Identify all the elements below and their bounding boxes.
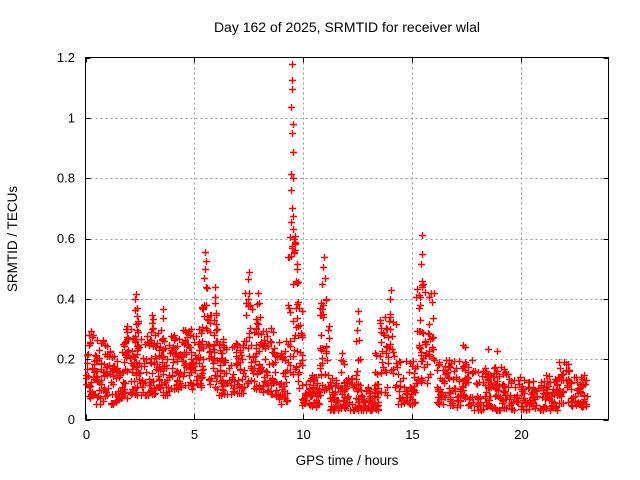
y-axis-label: SRMTID / TECUs (5, 186, 20, 293)
y-tick-label: 1 (68, 110, 75, 125)
x-axis-label: GPS time / hours (296, 453, 399, 468)
x-tick-label: 5 (191, 427, 198, 442)
x-tick-label: 15 (405, 427, 419, 442)
y-tick-label: 0.6 (57, 231, 75, 246)
plot-border (85, 57, 609, 420)
data-points (83, 61, 591, 414)
x-tick-label: 10 (296, 427, 310, 442)
y-tick-label: 0 (68, 412, 75, 427)
axis-ticks (85, 57, 609, 421)
y-tick-label: 1.2 (57, 50, 75, 65)
y-tick-label: 0.4 (57, 291, 75, 306)
x-tick-label: 20 (514, 427, 528, 442)
chart-title: Day 162 of 2025, SRMTID for receiver wla… (214, 19, 480, 35)
y-tick-label: 0.8 (57, 171, 75, 186)
y-tick-label: 0.2 (57, 352, 75, 367)
x-tick-label: 0 (83, 427, 90, 442)
